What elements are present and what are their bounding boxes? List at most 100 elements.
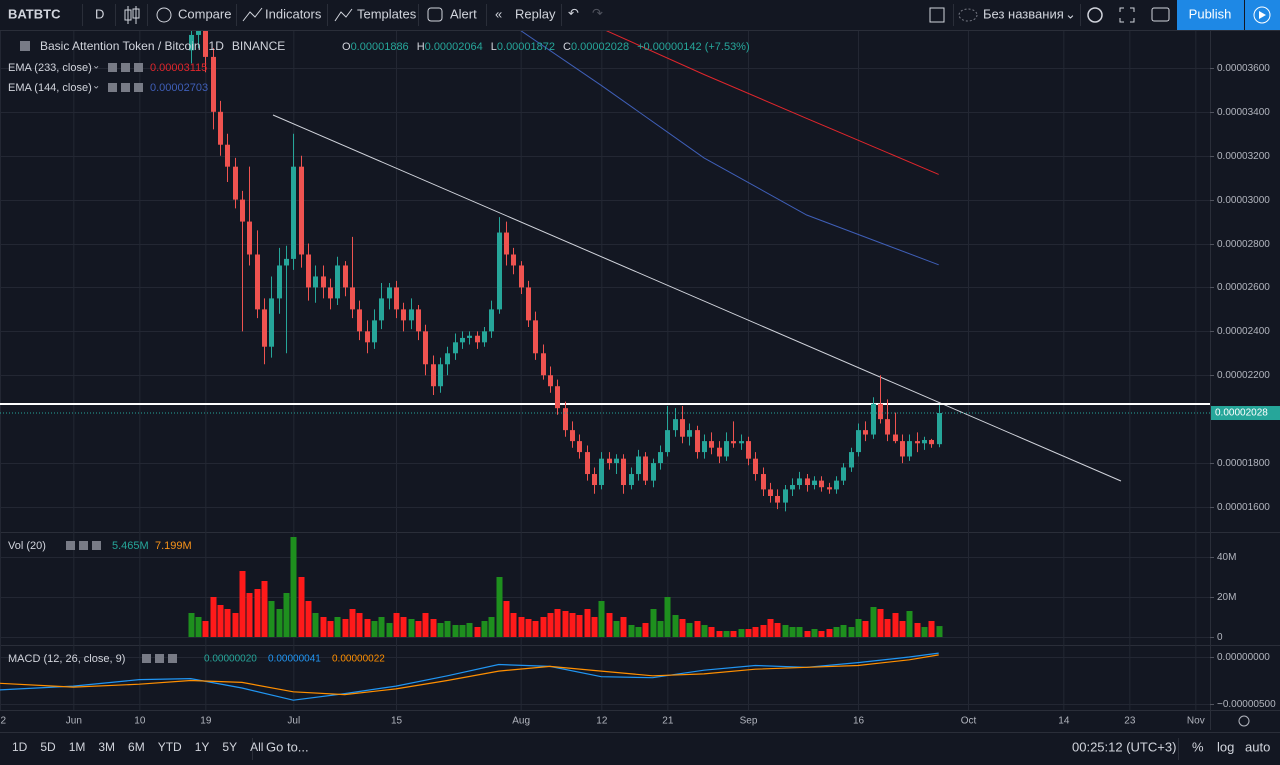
ema-legend: EMA (233, close) ⌄ 0.00003115 EMA (144, clo… — [8, 61, 208, 94]
volume-value: 5.465M — [112, 540, 149, 552]
candle-body — [218, 111, 223, 145]
candle-body — [526, 287, 531, 321]
volume-bar — [474, 627, 481, 637]
candle-body — [431, 364, 436, 387]
icon[interactable] — [108, 83, 117, 92]
volume-bar — [276, 609, 283, 637]
volume-bar — [298, 577, 305, 637]
publish-button[interactable] — [1177, 0, 1244, 30]
range-button[interactable]: YTD — [158, 740, 182, 754]
candle-body — [915, 441, 920, 444]
icon[interactable] — [134, 63, 143, 72]
volume-bar — [708, 627, 715, 637]
volume-bar — [628, 625, 635, 637]
layout-name-button[interactable]: Без названия — [983, 6, 1064, 21]
candle-body — [269, 298, 274, 347]
icon[interactable] — [92, 541, 101, 550]
candle-body — [196, 31, 201, 35]
icon[interactable] — [121, 83, 130, 92]
candle-body — [262, 309, 267, 347]
icon[interactable] — [168, 654, 177, 663]
candle-body — [651, 463, 656, 481]
time-settings-icon[interactable] — [1238, 715, 1250, 727]
volume-bar — [386, 623, 393, 637]
x-tick-label: 21 — [662, 716, 674, 727]
symbol-button[interactable]: BATBTC — [8, 6, 61, 21]
volume-bar — [730, 631, 737, 637]
icon[interactable] — [79, 541, 88, 550]
range-button[interactable]: All — [250, 740, 263, 754]
volume-bar — [892, 613, 899, 637]
candle-body — [797, 478, 802, 486]
range-button[interactable]: 6M — [128, 740, 145, 754]
undo-button[interactable]: ↶ — [568, 5, 579, 20]
range-button[interactable]: 1D — [12, 740, 28, 754]
volume-pane — [188, 537, 943, 637]
volume-bar — [312, 613, 319, 637]
volume-bar — [694, 621, 701, 637]
signal-value: 0.00000022 — [332, 654, 385, 665]
icon[interactable] — [121, 63, 130, 72]
range-button[interactable]: 1Y — [195, 740, 210, 754]
collapse-icon[interactable] — [20, 41, 30, 51]
candle-body — [922, 440, 927, 444]
icon[interactable] — [66, 541, 75, 550]
candle-style-icon[interactable] — [124, 6, 140, 24]
volume-bar — [378, 617, 385, 637]
alert-button[interactable]: Alert — [450, 6, 477, 21]
volume-bar — [554, 609, 561, 637]
macd-title[interactable]: MACD (12, 26, close, 9) — [8, 653, 125, 665]
volume-bar — [576, 615, 583, 637]
candle-body — [673, 419, 678, 431]
candle-body — [643, 456, 648, 481]
replay-button[interactable]: Replay — [515, 6, 556, 21]
percent-button[interactable]: % — [1192, 739, 1204, 754]
volume-bar — [246, 593, 253, 637]
layout-icon[interactable] — [929, 7, 945, 23]
ema-legend-name[interactable]: EMA (144, close) — [8, 82, 92, 94]
candle-body — [863, 430, 868, 435]
snapshot-button[interactable] — [1151, 7, 1170, 22]
candle-body — [306, 254, 311, 288]
log-button[interactable]: log — [1217, 739, 1234, 754]
goto-button[interactable]: Go to... — [266, 739, 309, 754]
volume-bar — [224, 609, 231, 637]
candle-body — [731, 441, 736, 444]
publish-label[interactable]: Publish — [1189, 6, 1232, 21]
icon[interactable] — [142, 654, 151, 663]
trend-line-drawing — [272, 114, 1122, 482]
templates-button[interactable]: Templates — [357, 6, 417, 21]
fullscreen-button[interactable] — [1119, 7, 1135, 23]
volume-ma-value: 7.199M — [155, 540, 192, 552]
indicators-button[interactable]: Indicators — [265, 6, 322, 21]
y-tick-label: 0.00002200 — [1217, 370, 1270, 381]
macd-pane — [0, 652, 939, 701]
icon[interactable] — [108, 63, 117, 72]
volume-bar — [488, 617, 495, 637]
candle-body — [907, 441, 912, 457]
candle-body — [277, 265, 282, 299]
range-button[interactable]: 5D — [40, 740, 56, 754]
toolbar: BATBTC D Compare Indicators Templates Al… — [0, 0, 1280, 31]
settings-button[interactable] — [1087, 7, 1103, 23]
candle-body — [548, 375, 553, 387]
y-tick-label: 20M — [1217, 592, 1236, 603]
candle-body — [841, 467, 846, 481]
icon[interactable] — [134, 83, 143, 92]
x-tick-label: 14 — [1058, 716, 1070, 727]
volume-title[interactable]: Vol (20) — [8, 540, 46, 552]
auto-button[interactable]: auto — [1245, 739, 1270, 754]
ema-legend-value: 0.00003115 — [150, 62, 207, 74]
volume-bar — [862, 621, 869, 637]
ema-legend-name[interactable]: EMA (233, close) — [8, 62, 92, 74]
compare-button[interactable]: Compare — [178, 6, 231, 21]
volume-bar — [371, 621, 378, 637]
candle-body — [570, 430, 575, 442]
interval-button[interactable]: D — [95, 6, 104, 21]
range-button[interactable]: 3M — [98, 740, 115, 754]
redo-button[interactable]: ↷ — [592, 5, 604, 20]
range-button[interactable]: 1M — [69, 740, 86, 754]
range-button[interactable]: 5Y — [222, 740, 237, 754]
candle-body — [291, 166, 296, 259]
icon[interactable] — [155, 654, 164, 663]
